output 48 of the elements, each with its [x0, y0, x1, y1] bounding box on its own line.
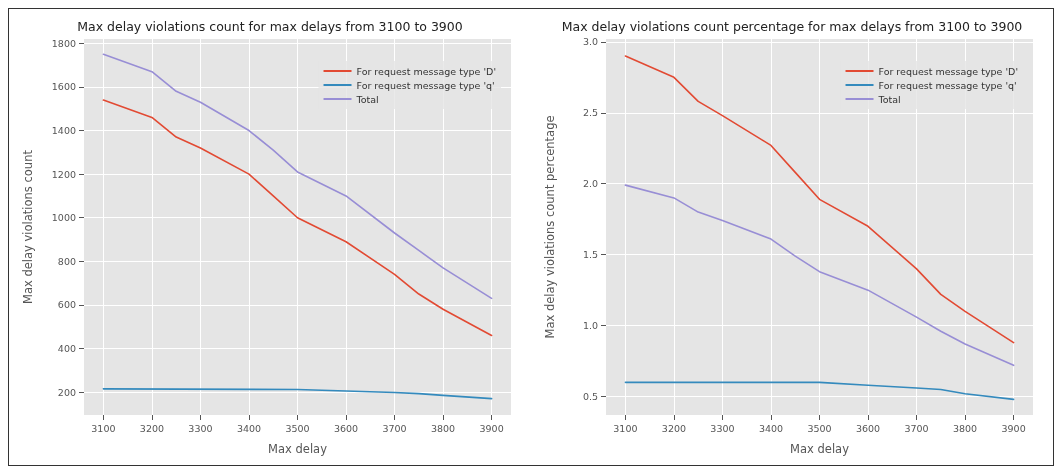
- legend-label: For request message type 'q': [356, 79, 495, 91]
- y-tick-label: 400: [57, 343, 76, 355]
- x-tick-label: 3600: [855, 422, 881, 434]
- x-tick-label: 3100: [613, 422, 638, 434]
- x-tick-label: 3200: [139, 422, 165, 434]
- x-tick-label: 3300: [710, 422, 735, 434]
- x-tick-label: 3700: [382, 422, 407, 434]
- x-tick-label: 3100: [91, 422, 116, 434]
- y-tick-label: 1.5: [582, 249, 598, 261]
- y-tick-label: 1.0: [582, 320, 598, 332]
- line-series: [624, 381, 1015, 401]
- x-tick-label: 3800: [952, 422, 978, 434]
- y-tick-label: 3.0: [582, 36, 598, 48]
- legend-label: For request message type 'D': [878, 65, 1019, 77]
- line-series: [624, 184, 1015, 367]
- x-tick-label: 3800: [430, 422, 456, 434]
- legend-label: Total: [355, 93, 379, 105]
- y-tick-label: 1600: [51, 81, 76, 93]
- x-tick-label: 3200: [661, 422, 687, 434]
- x-tick-label: 3400: [236, 422, 262, 434]
- chart-title: Max delay violations count for max delays from 3100 to 3900: [77, 19, 463, 34]
- x-tick-label: 3500: [807, 422, 832, 434]
- x-tick-label: 3300: [188, 422, 213, 434]
- y-tick-label: 2.0: [582, 178, 598, 190]
- x-tick-label: 3900: [479, 422, 504, 434]
- y-tick-label: 2.5: [582, 107, 598, 119]
- chart-title: Max delay violations count percentage for max delays from 3100 to 3900: [561, 19, 1023, 34]
- x-tick-label: 3900: [1001, 422, 1026, 434]
- x-tick-label: 3400: [758, 422, 784, 434]
- legend-label: For request message type 'D': [356, 65, 497, 77]
- y-tick-label: 1200: [51, 168, 76, 180]
- y-tick-label: 600: [57, 299, 76, 311]
- y-axis-title: Max delay violations count: [21, 149, 35, 304]
- y-tick-label: 800: [57, 255, 76, 267]
- y-tick-label: 0.5: [582, 391, 598, 403]
- x-axis-title: Max delay: [268, 442, 328, 456]
- x-tick-label: 3700: [904, 422, 929, 434]
- y-tick-label: 1000: [51, 212, 76, 224]
- y-tick-label: 1800: [51, 37, 76, 49]
- legend-label: Total: [877, 93, 901, 105]
- line-series: [102, 388, 493, 400]
- y-tick-label: 200: [57, 386, 76, 398]
- y-axis-title: Max delay violations count percentage: [543, 115, 557, 339]
- x-axis-title: Max delay: [790, 442, 850, 456]
- legend-label: For request message type 'q': [878, 79, 1017, 91]
- y-tick-label: 1400: [51, 125, 76, 137]
- x-tick-label: 3600: [333, 422, 359, 434]
- x-tick-label: 3500: [285, 422, 310, 434]
